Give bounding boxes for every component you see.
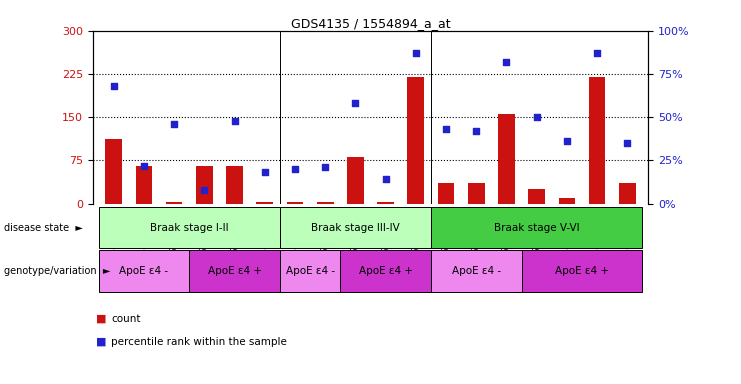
Point [168, 121, 180, 127]
Point [621, 140, 633, 146]
Bar [431, 250, 522, 292]
Bar [559, 198, 575, 204]
Point [199, 187, 210, 193]
Text: ApoE ε4 +: ApoE ε4 + [555, 266, 609, 276]
Point [108, 83, 120, 89]
Text: genotype/variation  ►: genotype/variation ► [4, 266, 110, 276]
Bar [226, 166, 243, 204]
Bar [347, 157, 364, 204]
Bar [340, 250, 431, 292]
Text: ApoE ε4 +: ApoE ε4 + [207, 266, 262, 276]
Point [531, 114, 542, 120]
Point [471, 128, 482, 134]
Text: ApoE ε4 -: ApoE ε4 - [285, 266, 335, 276]
Point [259, 169, 270, 175]
Point [410, 50, 422, 56]
Text: count: count [111, 314, 141, 324]
Point [561, 138, 573, 144]
Point [138, 162, 150, 169]
Bar [136, 166, 153, 204]
Bar [528, 189, 545, 204]
Text: disease state  ►: disease state ► [4, 222, 82, 233]
Bar [166, 202, 182, 204]
Bar [99, 207, 280, 248]
Bar [431, 207, 642, 248]
Bar [377, 202, 394, 204]
Bar [522, 250, 642, 292]
Point [500, 59, 512, 65]
Bar [105, 139, 122, 204]
Text: percentile rank within the sample: percentile rank within the sample [111, 337, 287, 347]
Bar [189, 250, 280, 292]
Text: ApoE ε4 +: ApoE ε4 + [359, 266, 413, 276]
Bar [287, 202, 303, 204]
Bar [317, 202, 333, 204]
Text: ■: ■ [96, 337, 107, 347]
Bar [498, 114, 515, 204]
Point [350, 100, 362, 106]
Bar [438, 184, 454, 204]
Text: Braak stage I-II: Braak stage I-II [150, 222, 228, 233]
Point [319, 164, 331, 170]
Bar [468, 184, 485, 204]
Point [379, 176, 391, 182]
Text: Braak stage V-VI: Braak stage V-VI [494, 222, 579, 233]
Title: GDS4135 / 1554894_a_at: GDS4135 / 1554894_a_at [290, 17, 451, 30]
Text: ■: ■ [96, 314, 107, 324]
Text: ApoE ε4 -: ApoE ε4 - [119, 266, 168, 276]
Point [591, 50, 603, 56]
Bar [256, 202, 273, 204]
Text: ApoE ε4 -: ApoE ε4 - [452, 266, 501, 276]
Point [440, 126, 452, 132]
Bar [196, 166, 213, 204]
Point [229, 118, 241, 124]
Bar [280, 250, 340, 292]
Bar [280, 207, 431, 248]
Bar [408, 77, 424, 204]
Bar [99, 250, 189, 292]
Text: Braak stage III-IV: Braak stage III-IV [311, 222, 400, 233]
Bar [588, 77, 605, 204]
Point [289, 166, 301, 172]
Bar [619, 184, 636, 204]
